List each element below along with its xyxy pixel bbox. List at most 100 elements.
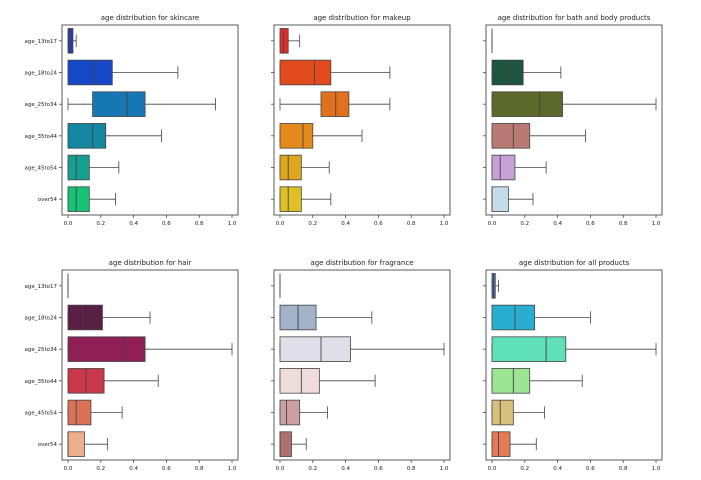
box-body [67, 431, 85, 457]
box-body [491, 154, 516, 181]
box-over54 [279, 186, 332, 212]
x-tick-label: 0.2 [308, 221, 317, 227]
y-tick-label: age_45to54 [24, 166, 57, 172]
panel-frame [273, 24, 451, 216]
x-tick-label: 0.2 [520, 221, 529, 227]
panel-title: age distribution for hair [109, 259, 192, 267]
box-age_35to44 [491, 368, 583, 394]
box-age_35to44 [279, 123, 363, 149]
box-age_13to17 [491, 273, 499, 299]
y-tick-label: age_13to17 [24, 39, 57, 45]
y-tick-label: over54 [38, 197, 58, 203]
box-body [279, 154, 302, 181]
x-tick-label: 0.4 [341, 221, 350, 227]
x-tick-label: 0.8 [407, 466, 416, 472]
y-tick-label: age_18to24 [24, 71, 57, 77]
x-tick-label: 0.4 [129, 221, 138, 227]
box-age_45to54 [67, 399, 123, 426]
x-tick-label: 0.2 [308, 466, 317, 472]
x-tick-label: 0.6 [374, 221, 383, 227]
x-tick-label: 0.8 [195, 221, 204, 227]
box-over54 [491, 186, 534, 212]
panel-title: age distribution for all products [519, 259, 630, 267]
box-age_18to24 [491, 304, 591, 331]
x-tick-label: 0.2 [96, 466, 105, 472]
x-tick-label: 0.0 [64, 221, 73, 227]
x-tick-label: 0.8 [195, 466, 204, 472]
x-tick-label: 0.0 [276, 221, 285, 227]
box-body [491, 399, 514, 426]
y-tick-label: age_25to34 [24, 102, 57, 108]
x-tick-label: 0.4 [341, 466, 350, 472]
box-age_18to24 [279, 304, 373, 331]
x-tick-label: 0.0 [276, 466, 285, 472]
box-age_18to24 [67, 304, 151, 331]
box-age_18to24 [491, 59, 562, 86]
box-age_35to44 [67, 123, 162, 149]
box-body [491, 91, 563, 117]
box-body [67, 28, 74, 54]
box-age_25to34 [279, 91, 391, 117]
box-body [491, 186, 509, 212]
x-tick-label: 0.2 [520, 466, 529, 472]
box-age_13to17 [67, 28, 77, 54]
box-body [67, 186, 90, 212]
box-age_18to24 [279, 59, 391, 86]
box-body [67, 336, 146, 362]
panel-1: age distribution for makeup 0.0 0.2 0.4 0.6 0… [271, 14, 451, 227]
box-body [279, 399, 301, 426]
box-body [320, 91, 350, 117]
box-body [279, 368, 320, 394]
box-age_45to54 [67, 154, 120, 181]
x-tick-label: 0.6 [374, 466, 383, 472]
box-age_13to17 [279, 28, 301, 54]
y-tick-label: age_35to44 [24, 379, 57, 385]
box-age_25to34 [67, 336, 233, 362]
panel-frame [485, 24, 663, 216]
y-tick-label: over54 [38, 442, 58, 448]
x-tick-label: 1.0 [228, 466, 237, 472]
box-body [67, 59, 113, 86]
box-body [279, 123, 314, 149]
x-tick-label: 0.6 [586, 466, 595, 472]
panel-5: age distribution for all products 0.0 0.2 0… [483, 259, 663, 472]
box-age_25to34 [279, 336, 445, 362]
y-tick-label: age_13to17 [24, 284, 57, 290]
x-tick-label: 0.8 [619, 466, 628, 472]
box-age_45to54 [491, 399, 545, 426]
panel-2: age distribution for bath and body produ… [483, 14, 663, 227]
box-age_25to34 [491, 91, 657, 117]
box-body [67, 399, 92, 426]
box-body [491, 59, 524, 86]
box-over54 [491, 431, 537, 457]
box-body [491, 336, 567, 362]
x-tick-label: 0.4 [553, 466, 562, 472]
box-body [279, 59, 332, 86]
box-body [491, 304, 536, 331]
x-tick-label: 0.4 [129, 466, 138, 472]
box-body [279, 431, 292, 457]
panel-title: age distribution for makeup [313, 14, 411, 22]
x-tick-label: 1.0 [228, 221, 237, 227]
y-tick-label: age_25to34 [24, 347, 57, 353]
box-age_18to24 [67, 59, 179, 86]
panel-title: age distribution for skincare [101, 14, 199, 22]
x-tick-label: 0.8 [619, 221, 628, 227]
box-over54 [279, 431, 307, 457]
panel-0: age distribution for skincare 0.0 0.2 0.4 0.… [24, 14, 239, 227]
box-body [67, 123, 107, 149]
box-body [67, 154, 90, 181]
box-body [279, 28, 289, 54]
box-age_45to54 [279, 399, 328, 426]
panel-frame [61, 24, 239, 216]
x-tick-label: 0.0 [488, 466, 497, 472]
x-tick-label: 0.4 [553, 221, 562, 227]
x-tick-label: 0.6 [162, 466, 171, 472]
x-tick-label: 0.6 [586, 221, 595, 227]
box-body [491, 123, 531, 149]
box-body [491, 431, 511, 457]
panel-frame [485, 269, 663, 461]
box-body [92, 91, 146, 117]
panel-frame [273, 269, 451, 461]
